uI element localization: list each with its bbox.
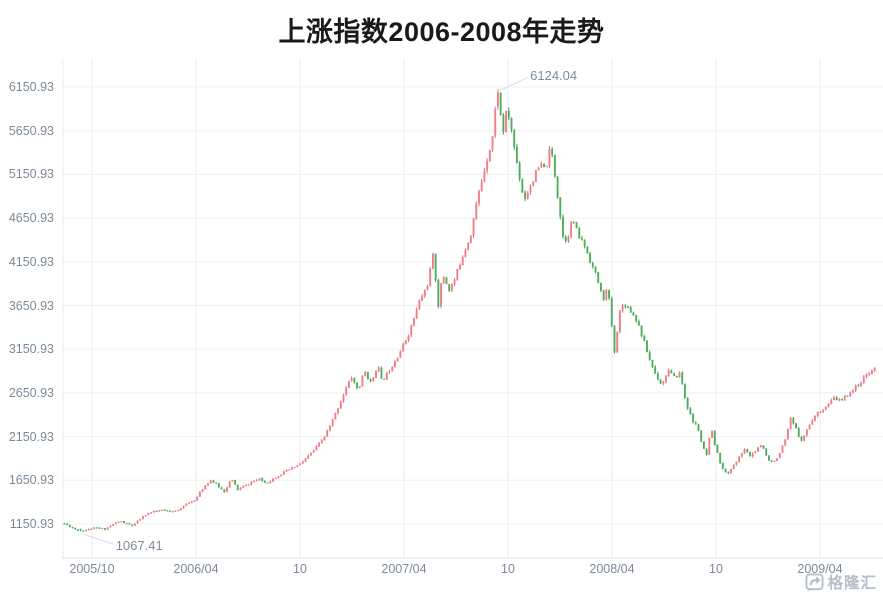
y-axis-label: 2150.93 [8,429,54,444]
watermark-text: 格隆汇 [827,575,877,592]
plot-area[interactable] [62,50,883,590]
annotation-connectors [83,76,529,545]
gridlines [62,58,883,559]
y-axis-label: 3650.93 [8,298,54,313]
x-axis-label: 10 [709,562,723,576]
y-axis-label: 2650.93 [8,385,54,400]
y-axis-label: 5650.93 [8,123,54,138]
y-axis-label: 5150.93 [8,167,54,182]
y-axis-label: 3150.93 [8,342,54,357]
x-axis-label: 2008/04 [589,562,635,576]
y-axis-label: 6150.93 [8,80,54,94]
watermark: 格隆汇 [805,571,877,593]
chart-title: 上涨指数2006-2008年走势 [278,17,605,47]
x-axis-label: 2007/04 [381,562,427,576]
y-axis-label: 1650.93 [8,473,54,488]
x-axis-label: 2009/04 [797,562,843,576]
x-axis-label: 10 [293,562,307,576]
x-axis-label: 10 [501,562,515,576]
trough-annotation-label: 1067.41 [115,538,163,554]
x-axis-label: 2005/10 [69,562,115,576]
candlestick-series [63,89,876,532]
y-axis-label: 4150.93 [8,254,54,269]
x-axis-label: 2006/04 [173,562,219,576]
gelonghui-logo-icon [805,572,825,591]
peak-annotation-label: 6124.04 [530,68,578,84]
y-axis-label: 4650.93 [8,211,54,226]
y-axis-label: 1150.93 [9,517,54,531]
